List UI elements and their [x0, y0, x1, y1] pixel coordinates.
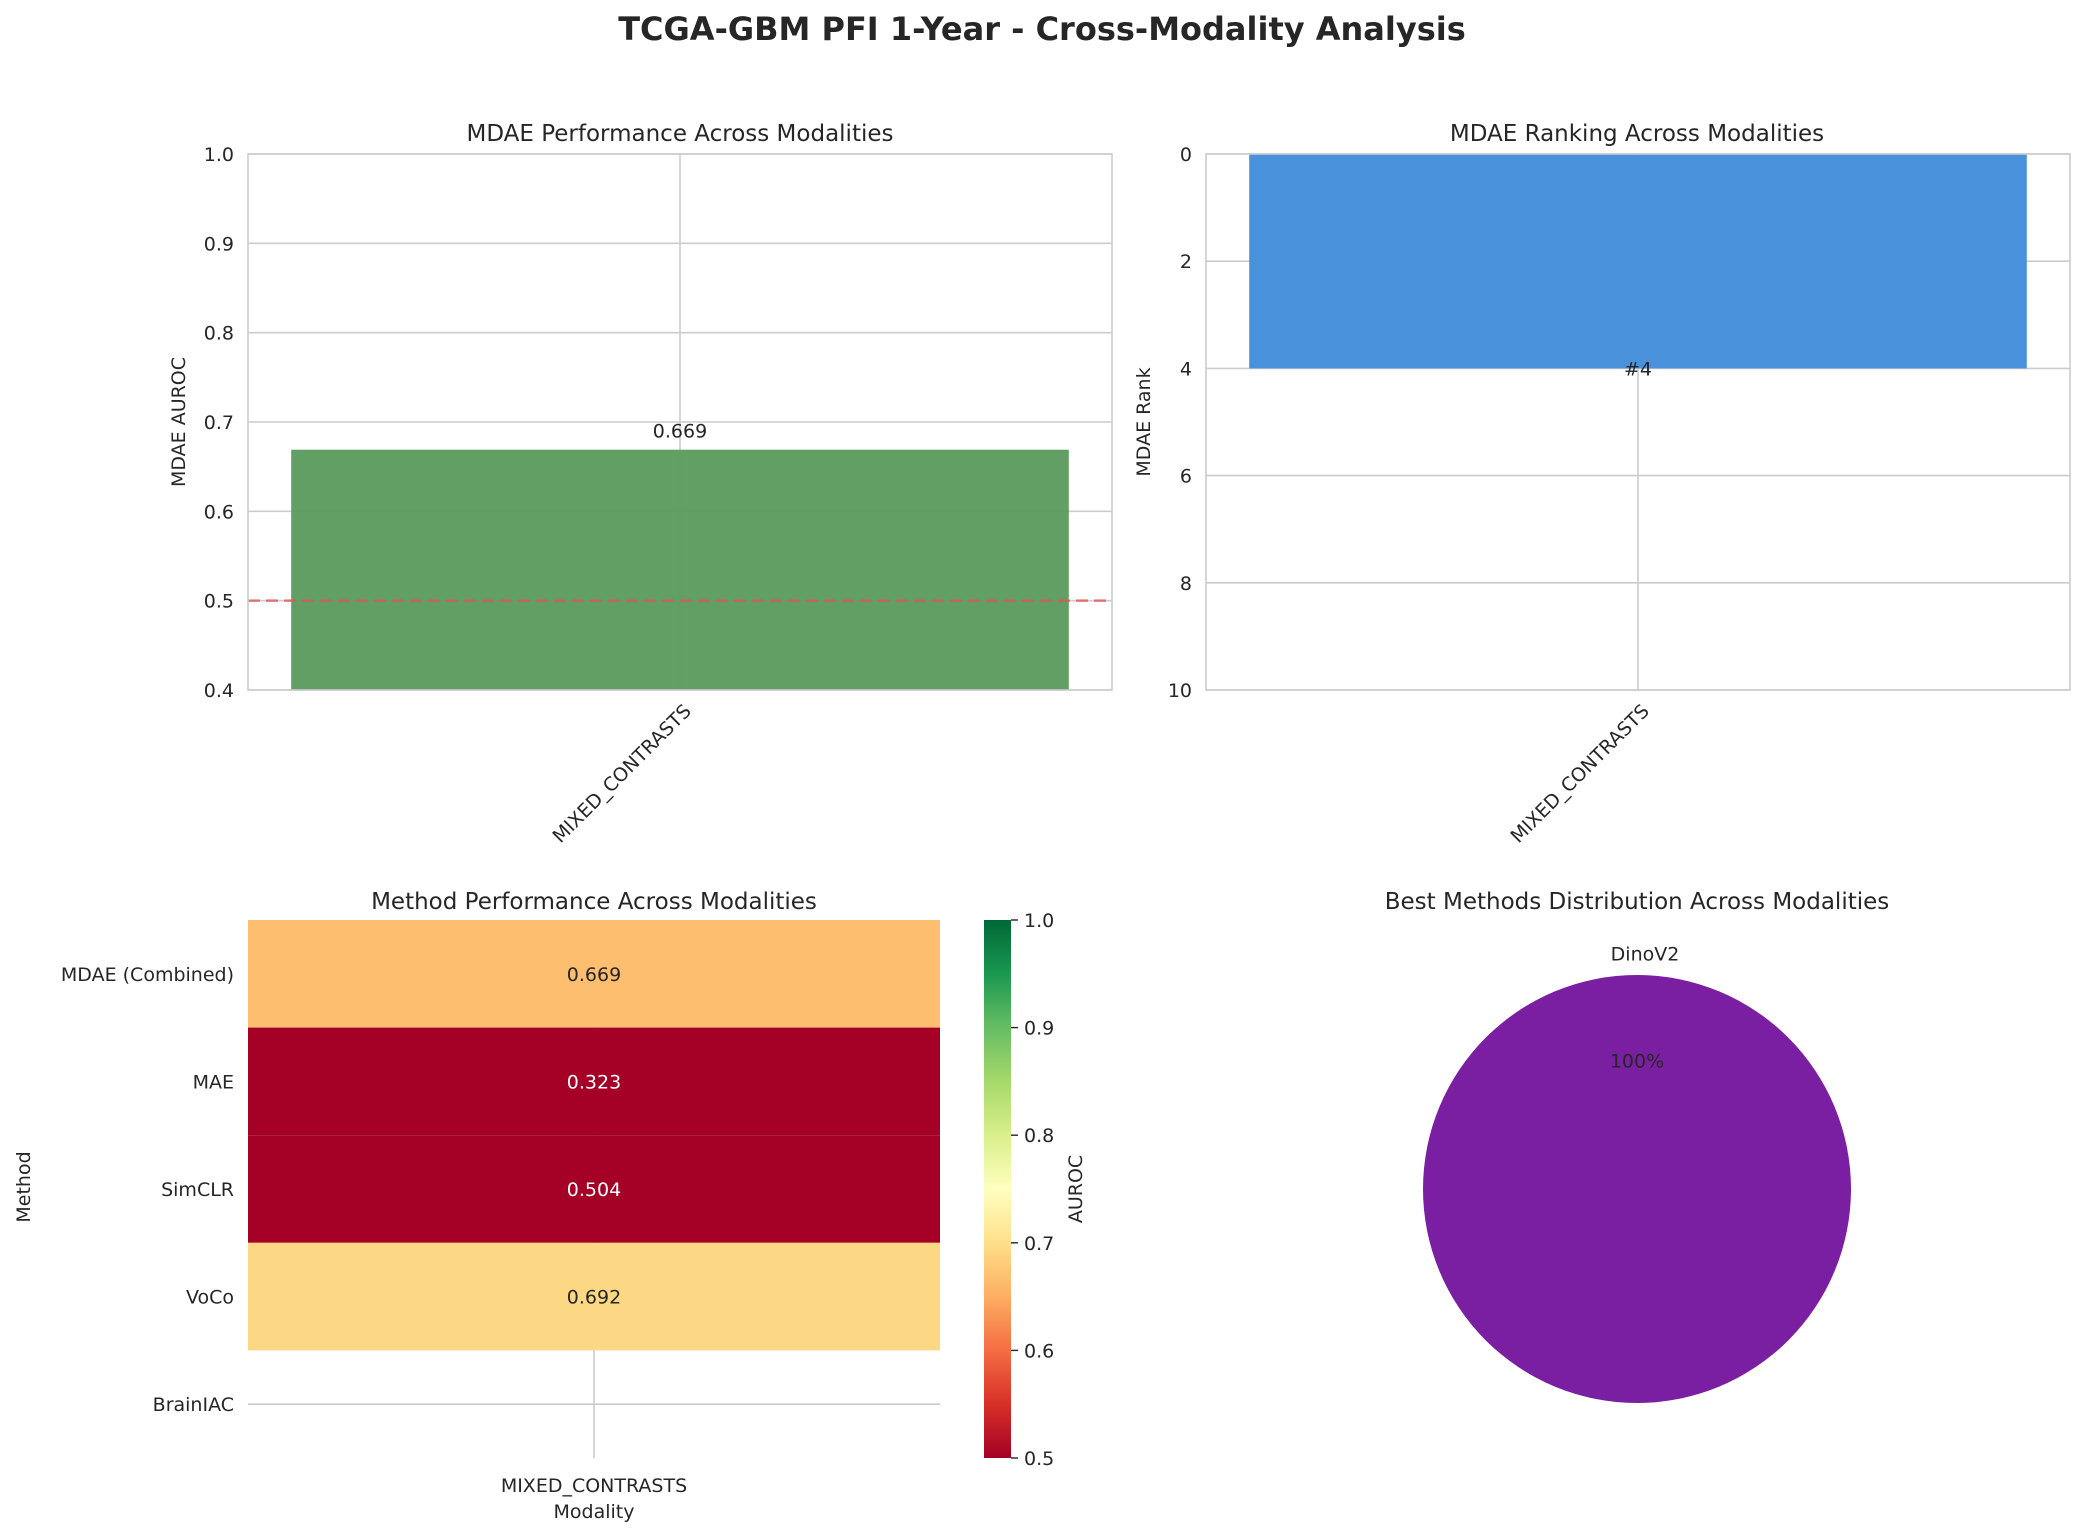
rank-y-axis-label: MDAE Rank: [1133, 367, 1155, 476]
rank-axes-frame: [1205, 153, 2071, 691]
heatmap-cell-value: 0.692: [567, 1287, 621, 1309]
rank-y-tick-label: 0: [1180, 144, 1192, 166]
heatmap-y-axis-label: Method: [13, 1151, 35, 1222]
rank-y-tick-label: 10: [1168, 680, 1192, 702]
heatmap-colorbar: 0.5 0.6 0.7 0.8 0.9 1.0 AUROC: [984, 910, 1087, 1470]
auroc-chart-title: MDAE Performance Across Modalities: [467, 121, 894, 147]
heatmap-column-label: MIXED_CONTRASTS: [501, 1475, 687, 1497]
auroc-bar-mixed-contrasts: [291, 449, 1069, 690]
pie-slice-label: DinoV2: [1611, 944, 1680, 966]
auroc-bars: 0.669: [291, 421, 1069, 690]
figure-title: TCGA-GBM PFI 1-Year - Cross-Modality Ana…: [618, 10, 1466, 48]
auroc-y-tick-label: 0.9: [204, 233, 234, 255]
heatmap-cell-mae: [248, 1027, 940, 1136]
auroc-x-ticks: MIXED_CONTRASTS: [548, 700, 695, 847]
panel-method-heatmap: Method Performance Across Modalities 0.6…: [13, 889, 1087, 1523]
rank-y-tick-label: 2: [1180, 251, 1192, 273]
heatmap-row-label: BrainIAC: [153, 1394, 234, 1416]
heatmap-cell-value: 0.669: [567, 964, 621, 986]
rank-y-tick-label: 6: [1180, 466, 1192, 488]
heatmap-cells: 0.669 0.323 0.504 0.692: [248, 920, 940, 1351]
rank-bar-value-label: #4: [1624, 358, 1652, 380]
colorbar-tick-label: 0.7: [1024, 1233, 1054, 1255]
auroc-x-tick-label: MIXED_CONTRASTS: [548, 700, 695, 847]
pie-percent-label: 100%: [1610, 1051, 1664, 1073]
heatmap-cell-mdae-combined: [248, 920, 940, 1028]
auroc-y-tick-label: 1.0: [204, 144, 234, 166]
heatmap-row-label: SimCLR: [161, 1179, 234, 1201]
rank-chart-title: MDAE Ranking Across Modalities: [1450, 121, 1824, 147]
heatmap-row-labels: MDAE (Combined) MAE SimCLR VoCo BrainIAC: [61, 964, 234, 1416]
heatmap-row-label: MAE: [193, 1071, 234, 1093]
colorbar-tick-label: 0.5: [1024, 1448, 1054, 1470]
rank-bar-mixed-contrasts: [1249, 154, 2027, 369]
heatmap-cell-value: 0.323: [567, 1071, 621, 1093]
colorbar-tick-label: 1.0: [1024, 910, 1054, 932]
pie-slice-dinov2: [1423, 975, 1851, 1403]
colorbar-ticks: 0.5 0.6 0.7 0.8 0.9 1.0: [1011, 910, 1054, 1470]
colorbar-gradient: [984, 920, 1011, 1458]
heatmap-cell-value: 0.504: [567, 1179, 621, 1201]
heatmap-row-label: VoCo: [186, 1287, 234, 1309]
rank-y-tick-label: 8: [1180, 573, 1192, 595]
auroc-axes-frame: [247, 153, 1113, 691]
panel-auroc-bar: MDAE Performance Across Modalities 0.669…: [168, 121, 1113, 848]
rank-x-ticks: MIXED_CONTRASTS: [1506, 700, 1653, 847]
panel-best-methods-pie: Best Methods Distribution Across Modalit…: [1385, 889, 1890, 1403]
auroc-y-tick-label: 0.6: [204, 501, 234, 523]
heatmap-column-labels: MIXED_CONTRASTS: [501, 1475, 687, 1497]
auroc-y-tick-label: 0.4: [204, 680, 234, 702]
auroc-y-ticks: 0.4 0.5 0.6 0.7 0.8 0.9 1.0: [204, 144, 234, 702]
auroc-y-tick-label: 0.8: [204, 323, 234, 345]
rank-y-ticks: 0 2 4 6 8 10: [1168, 144, 1192, 702]
rank-x-tick-label: MIXED_CONTRASTS: [1506, 700, 1653, 847]
heatmap-row-label: MDAE (Combined): [61, 964, 234, 986]
colorbar-tick-label: 0.9: [1024, 1018, 1054, 1040]
colorbar-label: AUROC: [1065, 1155, 1087, 1223]
pie-title: Best Methods Distribution Across Modalit…: [1385, 889, 1890, 915]
auroc-y-tick-label: 0.7: [204, 412, 234, 434]
heatmap-cell-voco: [248, 1242, 940, 1351]
colorbar-tick-label: 0.6: [1024, 1340, 1054, 1362]
auroc-y-axis-label: MDAE AUROC: [168, 357, 190, 487]
auroc-bar-value-label: 0.669: [653, 421, 707, 443]
colorbar-tick-label: 0.8: [1024, 1125, 1054, 1147]
heatmap-x-axis-label: Modality: [554, 1501, 635, 1523]
rank-y-tick-label: 4: [1180, 358, 1192, 380]
heatmap-cell-simclr: [248, 1135, 940, 1243]
rank-bars: #4: [1249, 154, 2027, 380]
heatmap-title: Method Performance Across Modalities: [371, 889, 817, 915]
auroc-y-tick-label: 0.5: [204, 591, 234, 613]
panel-rank-bar: MDAE Ranking Across Modalities #4 0 2 4 6 8 1…: [1133, 121, 2071, 848]
pie-chart: 100% DinoV2: [1423, 944, 1851, 1403]
